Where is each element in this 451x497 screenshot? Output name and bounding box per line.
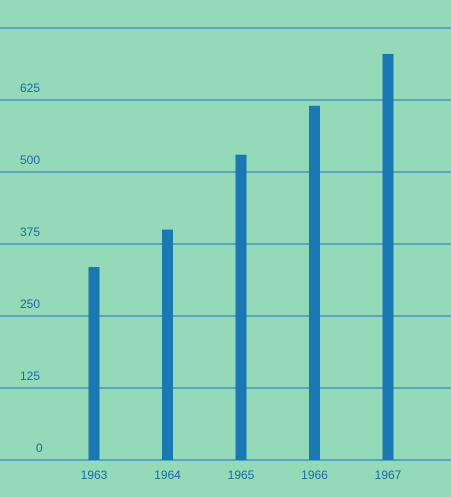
- bar-1963: [88, 267, 100, 460]
- y-tick-label: 0: [36, 441, 43, 455]
- y-tick-label: 625: [20, 81, 40, 95]
- x-tick-label: 1966: [301, 468, 328, 482]
- x-tick-label: 1967: [375, 468, 402, 482]
- bars: [88, 53, 394, 461]
- x-tick-label: 1965: [228, 468, 255, 482]
- bar-1966: [309, 105, 320, 460]
- y-tick-label: 500: [20, 153, 40, 167]
- y-tick-label: 250: [20, 297, 40, 311]
- bar-1967: [382, 53, 394, 461]
- y-axis-tick-labels: 0 125 250 375 500 625: [20, 81, 43, 455]
- bar-1964: [162, 229, 173, 460]
- y-tick-label: 375: [20, 225, 40, 239]
- bar-1965: [235, 154, 247, 460]
- x-tick-label: 1964: [154, 468, 181, 482]
- gridlines: [0, 27, 451, 461]
- x-tick-label: 1963: [81, 468, 108, 482]
- y-tick-label: 125: [20, 369, 40, 383]
- x-axis-tick-labels: 1963 1964 1965 1966 1967: [81, 468, 402, 482]
